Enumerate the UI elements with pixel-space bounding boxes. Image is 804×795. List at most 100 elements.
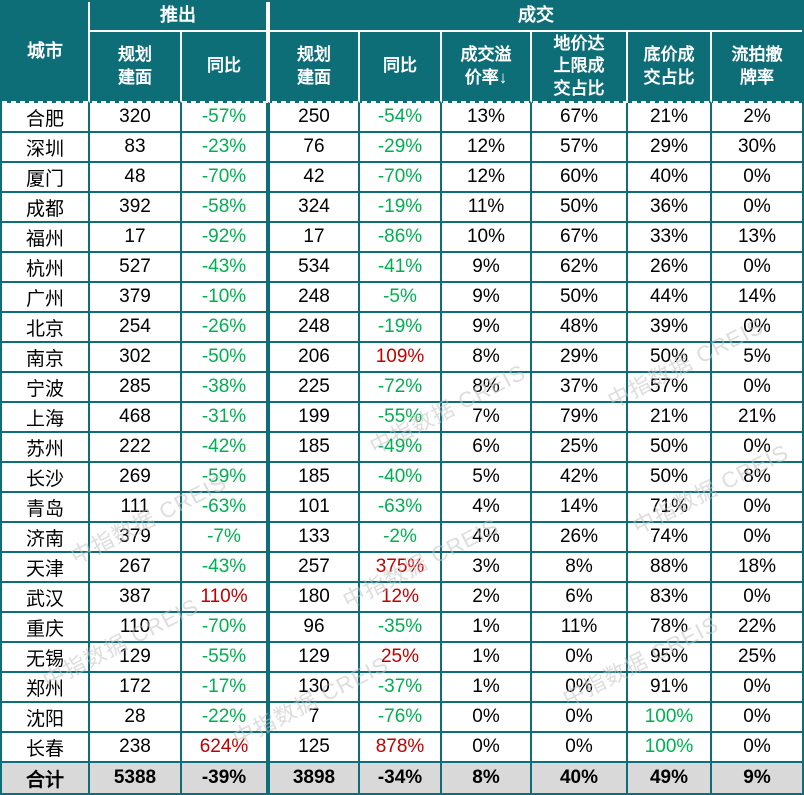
value-cell: 8% bbox=[442, 763, 532, 793]
value-cell: 21% bbox=[628, 103, 712, 133]
value-cell: 14% bbox=[712, 283, 802, 313]
value-cell: -63% bbox=[360, 493, 442, 523]
header-premium-rate: 成交溢 价率↓ bbox=[442, 32, 532, 103]
value-cell: -92% bbox=[182, 223, 270, 253]
value-cell: -10% bbox=[182, 283, 270, 313]
value-cell: 1% bbox=[442, 613, 532, 643]
header-withdrawal-rate: 流拍撤 牌率 bbox=[712, 32, 802, 103]
table-row: 宁波 285 -38% 225 -72% 8% 37% 57% 0% bbox=[2, 373, 802, 403]
value-cell: 0% bbox=[442, 703, 532, 733]
value-cell: 254 bbox=[90, 313, 182, 343]
value-cell: 468 bbox=[90, 403, 182, 433]
value-cell: -37% bbox=[360, 673, 442, 703]
value-cell: -31% bbox=[182, 403, 270, 433]
city-cell: 沈阳 bbox=[2, 703, 90, 733]
header-floor-price-share: 底价成 交占比 bbox=[628, 32, 712, 103]
value-cell: 185 bbox=[270, 463, 360, 493]
value-cell: 18% bbox=[712, 553, 802, 583]
value-cell: -19% bbox=[360, 193, 442, 223]
value-cell: 379 bbox=[90, 523, 182, 553]
city-cell: 深圳 bbox=[2, 133, 90, 163]
value-cell: 21% bbox=[628, 403, 712, 433]
value-cell: 36% bbox=[628, 193, 712, 223]
value-cell: 109% bbox=[360, 343, 442, 373]
value-cell: 206 bbox=[270, 343, 360, 373]
value-cell: -26% bbox=[182, 313, 270, 343]
value-cell: -38% bbox=[182, 373, 270, 403]
value-cell: 0% bbox=[712, 433, 802, 463]
value-cell: 17 bbox=[270, 223, 360, 253]
city-cell: 福州 bbox=[2, 223, 90, 253]
city-cell: 合肥 bbox=[2, 103, 90, 133]
value-cell: 0% bbox=[712, 253, 802, 283]
value-cell: -19% bbox=[360, 313, 442, 343]
value-cell: -34% bbox=[360, 763, 442, 793]
header-group-row: 城市 推出 成交 bbox=[2, 2, 802, 103]
value-cell: 1% bbox=[442, 673, 532, 703]
total-row: 合计 5388 -39% 3898 -34% 8% 40% 49% 9% bbox=[2, 763, 802, 793]
value-cell: 39% bbox=[628, 313, 712, 343]
value-cell: 248 bbox=[270, 313, 360, 343]
value-cell: 2% bbox=[442, 583, 532, 613]
value-cell: 9% bbox=[442, 283, 532, 313]
value-cell: -86% bbox=[360, 223, 442, 253]
value-cell: 25% bbox=[712, 643, 802, 673]
table-row: 广州 379 -10% 248 -5% 9% 50% 44% 14% bbox=[2, 283, 802, 313]
value-cell: 95% bbox=[628, 643, 712, 673]
value-cell: 324 bbox=[270, 193, 360, 223]
value-cell: 302 bbox=[90, 343, 182, 373]
value-cell: 83 bbox=[90, 133, 182, 163]
value-cell: 5% bbox=[712, 343, 802, 373]
table-row: 无锡 129 -55% 129 25% 1% 0% 95% 25% bbox=[2, 643, 802, 673]
value-cell: 29% bbox=[532, 343, 628, 373]
value-cell: 33% bbox=[628, 223, 712, 253]
value-cell: -39% bbox=[182, 763, 270, 793]
city-cell: 长沙 bbox=[2, 463, 90, 493]
value-cell: 8% bbox=[442, 373, 532, 403]
value-cell: -50% bbox=[182, 343, 270, 373]
value-cell: 130 bbox=[270, 673, 360, 703]
value-cell: 185 bbox=[270, 433, 360, 463]
value-cell: 110% bbox=[182, 583, 270, 613]
value-cell: 250 bbox=[270, 103, 360, 133]
value-cell: 57% bbox=[628, 373, 712, 403]
table-row: 福州 17 -92% 17 -86% 10% 67% 33% 13% bbox=[2, 223, 802, 253]
header-deal-yoy: 同比 bbox=[360, 32, 442, 103]
city-cell: 北京 bbox=[2, 313, 90, 343]
value-cell: 7% bbox=[442, 403, 532, 433]
table-row: 厦门 48 -70% 42 -70% 12% 60% 40% 0% bbox=[2, 163, 802, 193]
value-cell: 49% bbox=[628, 763, 712, 793]
value-cell: 0% bbox=[712, 163, 802, 193]
value-cell: 238 bbox=[90, 733, 182, 763]
value-cell: -70% bbox=[182, 613, 270, 643]
value-cell: -54% bbox=[360, 103, 442, 133]
value-cell: 5388 bbox=[90, 763, 182, 793]
header-price-cap-share: 地价达 上限成 交占比 bbox=[532, 32, 628, 103]
header-deal-planned-area: 规划 建面 bbox=[270, 32, 360, 103]
table-row: 长沙 269 -59% 185 -40% 5% 42% 50% 8% bbox=[2, 463, 802, 493]
value-cell: 0% bbox=[712, 703, 802, 733]
value-cell: 42% bbox=[532, 463, 628, 493]
value-cell: -43% bbox=[182, 553, 270, 583]
value-cell: 111 bbox=[90, 493, 182, 523]
city-cell: 南京 bbox=[2, 343, 90, 373]
value-cell: 13% bbox=[712, 223, 802, 253]
value-cell: 257 bbox=[270, 553, 360, 583]
table-row: 郑州 172 -17% 130 -37% 1% 0% 91% 0% bbox=[2, 673, 802, 703]
value-cell: 9% bbox=[712, 763, 802, 793]
value-cell: 40% bbox=[532, 763, 628, 793]
value-cell: 0% bbox=[712, 673, 802, 703]
value-cell: -35% bbox=[360, 613, 442, 643]
value-cell: 320 bbox=[90, 103, 182, 133]
value-cell: 50% bbox=[628, 463, 712, 493]
value-cell: 4% bbox=[442, 523, 532, 553]
table-row: 重庆 110 -70% 96 -35% 1% 11% 78% 22% bbox=[2, 613, 802, 643]
value-cell: 0% bbox=[442, 733, 532, 763]
value-cell: 5% bbox=[442, 463, 532, 493]
table-row: 深圳 83 -23% 76 -29% 12% 57% 29% 30% bbox=[2, 133, 802, 163]
city-cell: 济南 bbox=[2, 523, 90, 553]
value-cell: 129 bbox=[90, 643, 182, 673]
value-cell: 225 bbox=[270, 373, 360, 403]
value-cell: 62% bbox=[532, 253, 628, 283]
value-cell: 50% bbox=[628, 433, 712, 463]
